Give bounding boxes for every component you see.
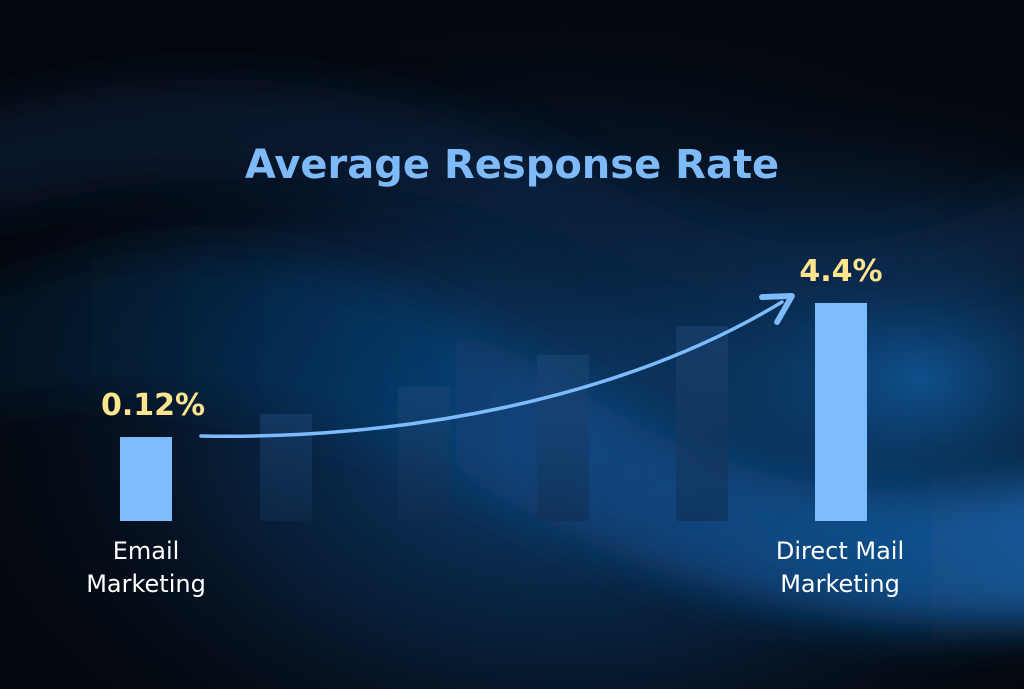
trend-arrow <box>199 293 795 439</box>
data-bars <box>120 303 867 521</box>
value-label-direct-mail-marketing: 4.4% <box>799 254 882 289</box>
decorative-bars <box>260 326 728 521</box>
category-labels: Email Marketing Direct Mail Marketing <box>86 537 904 598</box>
decorative-bar-3 <box>537 355 589 521</box>
category-label-email-marketing-line-1: Email <box>113 537 180 565</box>
decorative-bar-1 <box>260 414 312 521</box>
category-label-email-marketing-line-2: Marketing <box>86 570 206 598</box>
value-labels: 0.12% 4.4% <box>101 254 883 423</box>
category-label-direct-mail-marketing-line-1: Direct Mail <box>776 537 904 565</box>
decorative-bar-4 <box>676 326 728 521</box>
value-label-email-marketing: 0.12% <box>101 388 205 423</box>
category-label-direct-mail-marketing-line-2: Marketing <box>780 570 900 598</box>
chart-title: Average Response Rate <box>245 142 779 188</box>
decorative-bar-2 <box>398 387 450 521</box>
bar-email-marketing <box>120 437 172 521</box>
bar-direct-mail-marketing <box>815 303 867 521</box>
